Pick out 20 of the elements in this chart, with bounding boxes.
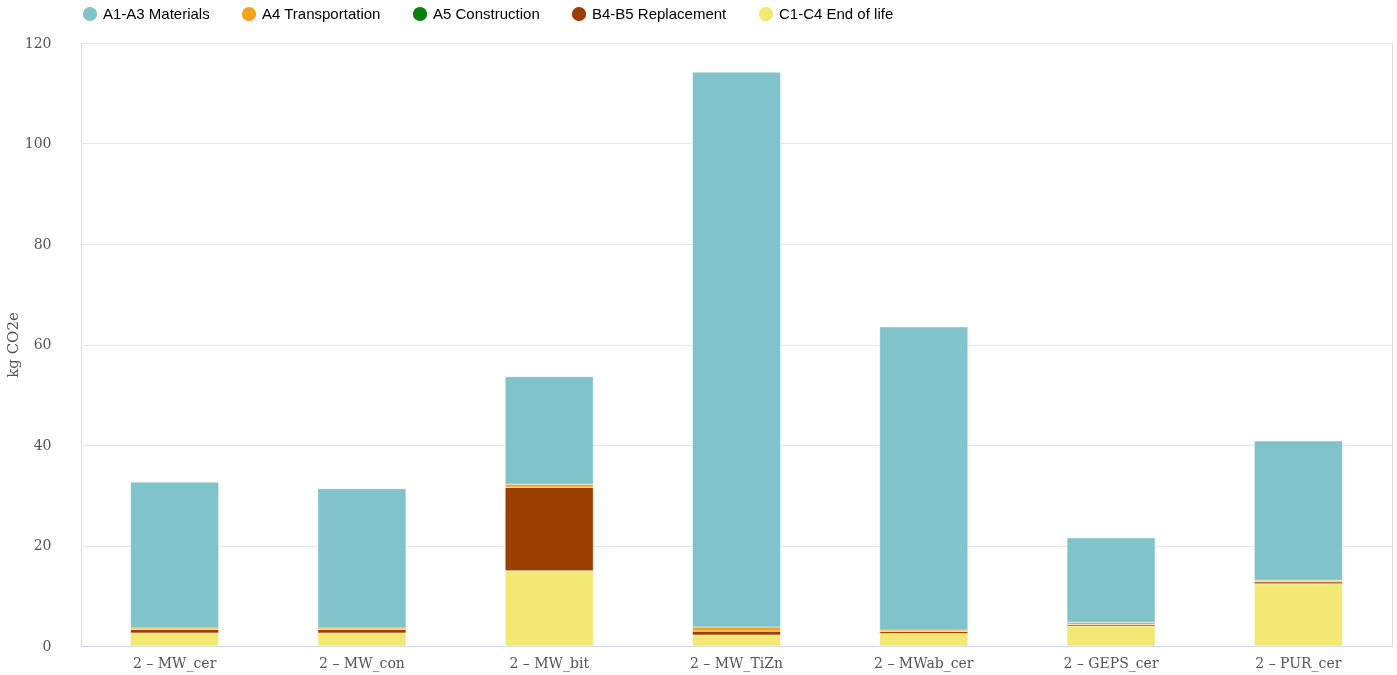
x-tick-label: 2 – PUR_cer	[1255, 654, 1342, 672]
legend-label: A1-A3 Materials	[103, 5, 210, 23]
legend-label: C1-C4 End of life	[779, 5, 894, 23]
y-tick-label: 0	[42, 637, 52, 654]
y-tick-label: 60	[33, 336, 52, 352]
legend-label: A4 Transportation	[262, 5, 381, 23]
y-axis-title: kg CO2e	[3, 312, 22, 378]
legend-label: A5 Construction	[433, 5, 540, 23]
x-tick-label: 2 – MW_TiZn	[689, 654, 784, 672]
y-tick-label: 100	[24, 135, 52, 151]
x-tick-label: 2 – MW_bit	[509, 654, 590, 672]
x-tick-label: 2 – MW_con	[319, 654, 405, 672]
y-tick-label: 40	[33, 436, 52, 453]
y-tick-label: 20	[33, 537, 52, 553]
y-tick-label: 120	[24, 34, 52, 51]
x-tick-label: 2 – MW_cer	[132, 654, 217, 672]
y-tick-label: 80	[33, 235, 52, 252]
x-tick-label: 2 – GEPS_cer	[1063, 654, 1159, 672]
legend-label: B4-B5 Replacement	[592, 5, 728, 23]
x-tick-label: 2 – MWab_cer	[874, 654, 974, 672]
